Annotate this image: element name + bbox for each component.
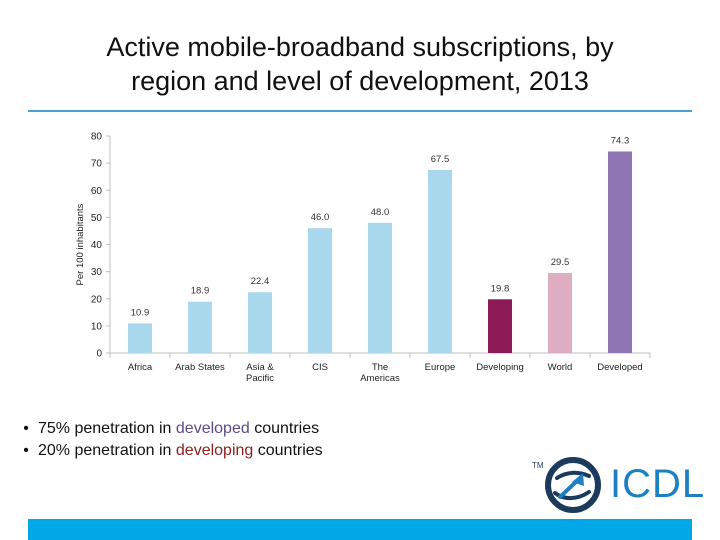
x-tick-label: Arab States: [175, 362, 225, 373]
y-tick-label: 50: [91, 213, 103, 224]
bullet-text-post: countries: [257, 442, 323, 459]
bar-developing: [488, 299, 512, 353]
footer-bar: [28, 519, 692, 540]
bullet-dot: •: [23, 442, 29, 459]
x-tick-label: Africa: [128, 362, 153, 373]
data-label: 67.5: [431, 154, 450, 165]
data-label: 22.4: [251, 276, 270, 287]
y-tick-label: 60: [91, 186, 103, 197]
bar-europe: [428, 169, 452, 353]
bar-arab-states: [188, 301, 212, 353]
bullet-item-developed: • 75% penetration in developed countries: [14, 418, 323, 440]
slide-title-line-1: Active mobile-broadband subscriptions, b…: [106, 32, 614, 62]
bar-the-americas: [368, 222, 392, 353]
bullet-text-post: countries: [254, 420, 320, 437]
slide-title: Active mobile-broadband subscriptions, b…: [30, 30, 690, 98]
y-axis-label: Per 100 inhabitants: [75, 203, 86, 285]
bullet-list: • 75% penetration in developed countries…: [14, 418, 323, 462]
x-tick-label: World: [548, 362, 573, 373]
globe-icon: [545, 457, 601, 513]
bullet-emphasis-developed: developed: [175, 420, 250, 437]
data-label: 19.8: [491, 283, 510, 294]
x-tick-label: Developing: [476, 362, 524, 373]
slide-title-line-2: region and level of development, 2013: [131, 66, 589, 96]
x-tick-label: Americas: [360, 373, 400, 384]
y-tick-label: 40: [91, 240, 103, 251]
bullet-dot: •: [23, 420, 29, 437]
x-tick-label: CIS: [312, 362, 328, 373]
y-tick-label: 20: [91, 294, 103, 305]
bullet-item-developing: • 20% penetration in developing countrie…: [14, 440, 323, 462]
data-label: 10.9: [131, 307, 150, 318]
data-label: 29.5: [551, 257, 570, 268]
bar-africa: [128, 323, 152, 353]
y-tick-label: 30: [91, 267, 103, 278]
data-label: 46.0: [311, 212, 330, 223]
bar-developed: [608, 151, 632, 353]
title-divider: [28, 110, 692, 112]
bullet-text-pre: 75% penetration in: [38, 420, 172, 437]
y-tick-label: 0: [96, 349, 102, 360]
bar-world: [548, 272, 572, 353]
x-tick-label: Developed: [597, 362, 642, 373]
data-label: 18.9: [191, 286, 210, 297]
bar-chart: 0 10 20 30 40 50 60 70 80 Per 100 inhabitants 10.9…: [70, 118, 660, 398]
icdl-logo: TM ICDL: [528, 456, 704, 516]
bar-asia-pacific: [248, 292, 272, 353]
icdl-wordmark: ICDL: [610, 462, 706, 506]
data-label: 48.0: [371, 207, 390, 218]
y-tick-label: 80: [91, 132, 103, 143]
trademark-mark: TM: [532, 461, 544, 470]
bullet-text-pre: 20% penetration in: [38, 442, 172, 459]
bullet-emphasis-developing: developing: [175, 442, 254, 459]
y-tick-label: 10: [91, 321, 103, 332]
x-tick-label: Europe: [425, 362, 456, 373]
bar-chart-svg: 0 10 20 30 40 50 60 70 80 Per 100 inhabitants 10.9…: [75, 132, 651, 384]
data-label: 74.3: [611, 135, 630, 146]
y-tick-label: 70: [91, 159, 103, 170]
x-tick-label: The: [372, 362, 388, 373]
x-tick-label: Pacific: [246, 373, 274, 384]
x-tick-label: Asia &: [246, 362, 274, 373]
bar-cis: [308, 228, 332, 353]
